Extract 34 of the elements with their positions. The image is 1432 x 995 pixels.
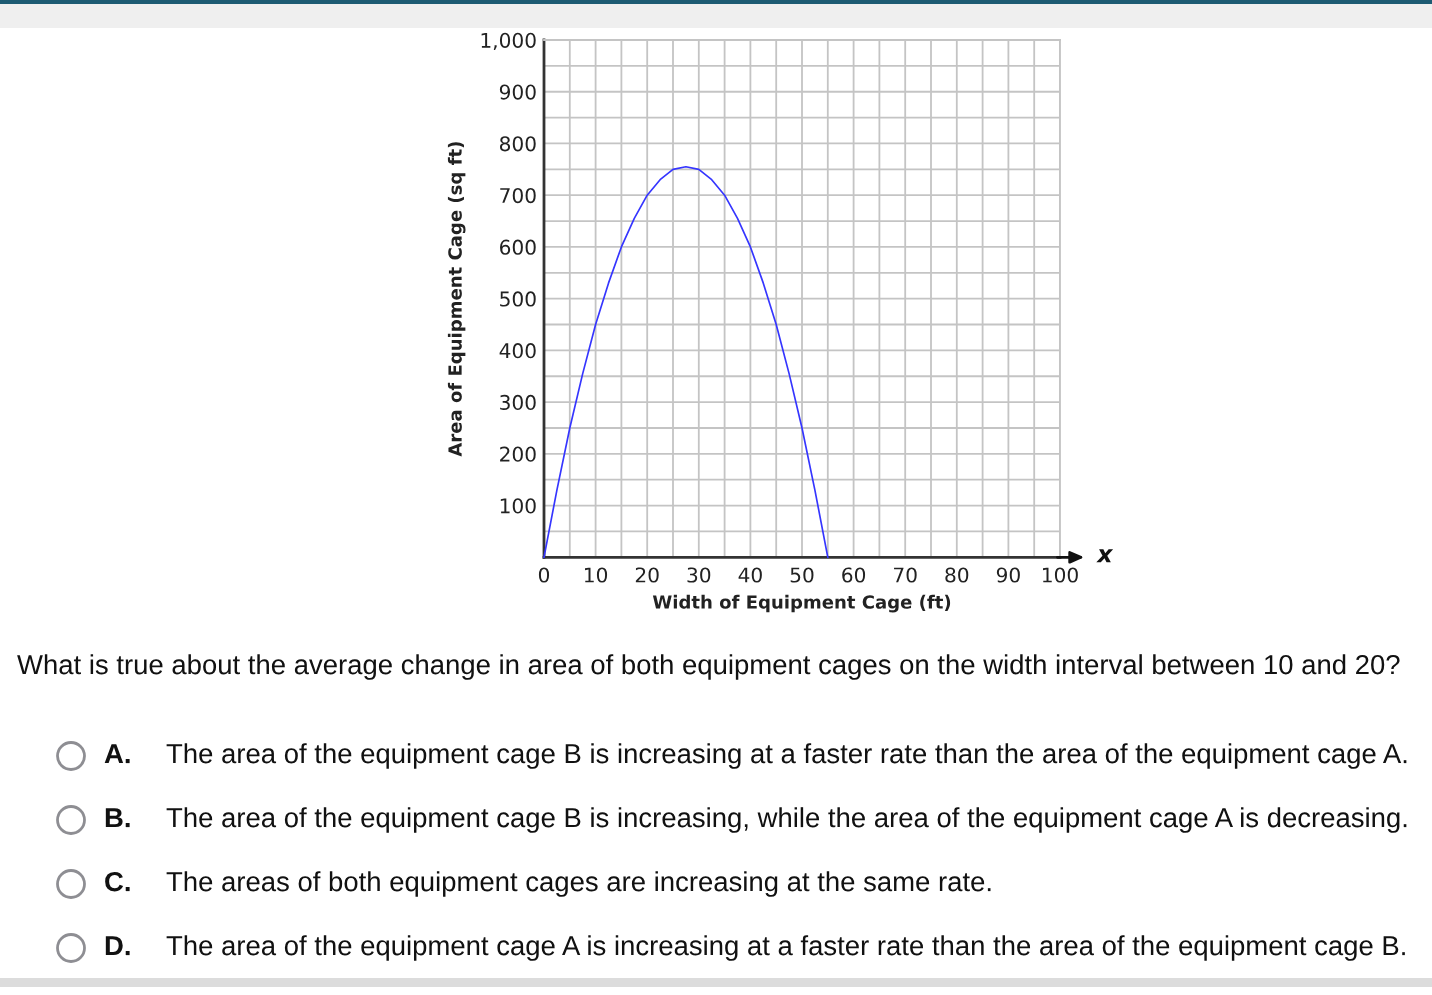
x-tick-label: 50: [790, 567, 814, 583]
y-tick-label: 700: [500, 187, 536, 204]
y-tick-label: 800: [499, 136, 536, 152]
y-tick-label: 500: [500, 291, 536, 307]
text: D.: [105, 936, 130, 956]
y-tick-label: 300: [500, 394, 536, 411]
text: The areas of both equipment cages are increasing at the same rate.: [166, 871, 991, 897]
text: The area of the equipment cage A is increasing at a faster rate than the area of the equipment cage B.: [166, 935, 1405, 961]
x-tick-label: 10: [585, 567, 608, 583]
text: The area of the equipment cage B is increasing at a faster rate than the area of the equipment cage A.: [166, 743, 1407, 769]
x-tick-label: 60: [842, 567, 866, 583]
x-tick-label: 70: [894, 567, 917, 583]
x-tick-label: 90: [996, 567, 1020, 583]
y-tick-label: 100: [500, 498, 536, 514]
x-tick-label: 100: [1042, 567, 1078, 583]
y-tick-label: 900: [499, 84, 536, 100]
text: What is true about the average change in area of both equipment cages on the width interval between 10 and 20?: [17, 654, 1400, 680]
x-tick-label: 80: [945, 567, 969, 583]
y-tick-label: 200: [500, 446, 536, 462]
x-tick-label: 40: [738, 567, 762, 583]
x-tick-label: 30: [687, 567, 711, 583]
y-tick-label: 600: [500, 239, 536, 255]
text: A.: [104, 744, 130, 764]
text: C.: [105, 871, 130, 892]
x-tick-label: 0: [538, 567, 550, 583]
x-axis-title: Width of Equipment Cage (ft): [652, 594, 951, 613]
text: B.: [105, 808, 130, 828]
x-tick-label: 20: [635, 567, 659, 583]
y-tick-label: 400: [499, 343, 536, 359]
text: x: [1096, 549, 1114, 563]
line-series: [543, 165, 829, 559]
y-axis-title: Area of Equipment Cage (sq ft): [447, 142, 466, 457]
y-tick-label: 1,000: [481, 32, 536, 50]
text: The area of the equipment cage B is increasing, while the area of the equipment cage A is decreasing.: [166, 807, 1407, 833]
